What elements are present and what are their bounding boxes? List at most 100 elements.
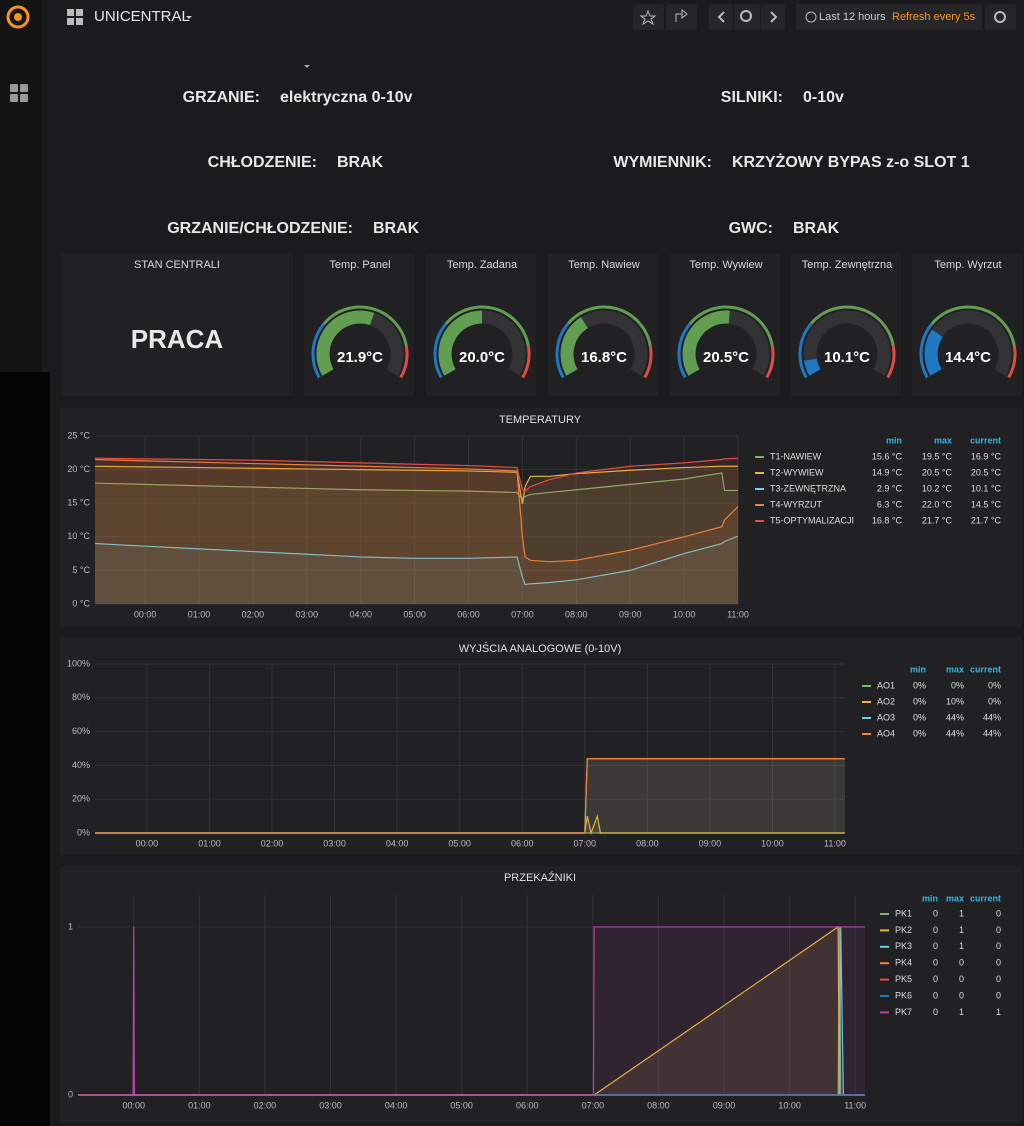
x-tick-label: 08:00 [647, 1100, 670, 1110]
legend-header: min [886, 435, 902, 445]
series-area [95, 459, 738, 604]
legend-header: current [970, 435, 1001, 445]
series-area [95, 758, 845, 833]
info-label: SILNIKI: [721, 89, 783, 106]
legend-0: 6.3 °C [877, 499, 903, 509]
refresh-interval[interactable]: Refresh every 5s [892, 11, 976, 23]
legend-0: 0 [933, 974, 938, 984]
gauge-title: Temp. Wywiew [689, 259, 762, 271]
zoom-button[interactable] [734, 4, 760, 30]
info-value: KRZYŻOWY BYPAS z-o SLOT 1 [732, 153, 970, 171]
gauge-threshold [809, 305, 895, 347]
legend-name: PK6 [895, 990, 912, 1000]
legend-1: 20.5 °C [922, 467, 953, 477]
clock-icon [805, 11, 817, 23]
info-value: 0-10v [803, 89, 844, 106]
y-tick-label: 80% [72, 692, 90, 702]
time-range[interactable]: Last 12 hours [819, 11, 886, 23]
sidebar-lower [0, 372, 50, 1126]
legend-name: PK4 [895, 958, 912, 968]
legend-2: 0 [996, 908, 1001, 918]
gauge-label: 20.5°C [703, 349, 749, 366]
x-tick-label: 05:00 [403, 609, 426, 619]
graph-panel [60, 408, 1022, 627]
x-tick-label: 10:00 [673, 609, 696, 619]
gauge-label: 10.1°C [824, 349, 870, 366]
x-tick-label: 00:00 [122, 1100, 145, 1110]
legend-name: PK2 [895, 925, 912, 935]
x-tick-label: 02:00 [254, 1100, 277, 1110]
x-tick-label: 11:00 [824, 838, 846, 848]
dashboards-icon[interactable] [10, 84, 28, 102]
gauge-title: Temp. Panel [329, 259, 390, 271]
y-tick-label: 0 [68, 1089, 73, 1099]
gauge-threshold [886, 345, 896, 379]
series-area [95, 536, 738, 604]
legend-name: PK3 [895, 941, 912, 951]
legend-1: 44% [946, 728, 964, 738]
x-tick-label: 06:00 [457, 609, 480, 619]
legend-header: max [946, 664, 964, 674]
legend-1: 0 [959, 958, 964, 968]
y-tick-label: 0 °C [72, 598, 90, 608]
x-tick-label: 06:00 [511, 838, 534, 848]
series-line [94, 465, 738, 504]
gauge-threshold [399, 345, 409, 379]
back-button[interactable] [709, 4, 733, 30]
x-tick-label: 01:00 [188, 609, 211, 619]
legend-0: 14.9 °C [872, 467, 903, 477]
series-area [95, 472, 738, 604]
legend-0: 16.8 °C [872, 515, 903, 525]
gauge-threshold [311, 322, 326, 379]
legend-1: 1 [959, 941, 964, 951]
logo[interactable] [6, 5, 30, 29]
legend-2: 44% [983, 728, 1001, 738]
dashboard-title[interactable]: UNICENTRAL [94, 8, 190, 25]
gauge-title: Temp. Wyrzut [934, 259, 1001, 271]
gauge-value [682, 310, 730, 376]
x-tick-label: 04:00 [385, 1100, 408, 1110]
legend-0: 0% [913, 728, 926, 738]
legend-2: 14.5 °C [971, 499, 1002, 509]
x-tick-label: 04:00 [386, 838, 409, 848]
legend-name: AO4 [877, 728, 895, 738]
gauge-threshold [566, 305, 652, 347]
legend-0: 15.6 °C [872, 451, 903, 461]
back-icon [717, 11, 725, 23]
x-tick-label: 11:00 [727, 609, 749, 619]
x-tick-label: 09:00 [619, 609, 642, 619]
info-label: GRZANIE: [183, 89, 260, 106]
series-line [94, 472, 738, 501]
row-caret [304, 65, 310, 68]
time-picker[interactable] [796, 4, 982, 30]
legend-1: 22.0 °C [922, 499, 953, 509]
y-tick-label: 1 [68, 921, 73, 931]
legend-0: 0 [933, 958, 938, 968]
dashboard-picker[interactable]: UNICENTRAL [67, 8, 192, 25]
graph-title: TEMPERATURY [499, 414, 582, 426]
legend-2: 0 [996, 990, 1001, 1000]
x-tick-label: 01:00 [198, 838, 221, 848]
gauge-label: 14.4°C [945, 349, 991, 366]
legend-header: current [970, 893, 1001, 903]
y-tick-label: 10 °C [67, 531, 90, 541]
legend-2: 20.5 °C [971, 467, 1002, 477]
refresh-button[interactable] [985, 4, 1016, 30]
logo-core [14, 13, 22, 21]
gauge-threshold [643, 345, 653, 379]
star-button[interactable] [633, 4, 664, 30]
status-panel [61, 254, 293, 396]
y-tick-label: 100% [67, 658, 90, 668]
x-tick-label: 06:00 [516, 1100, 539, 1110]
star-icon [639, 9, 657, 26]
legend-2: 0% [988, 680, 1001, 690]
forward-button[interactable] [761, 4, 785, 30]
gauge-title: Temp. Nawiew [568, 259, 640, 271]
gauge-threshold [1007, 345, 1017, 379]
info-value: BRAK [793, 220, 840, 237]
x-tick-label: 01:00 [188, 1100, 211, 1110]
legend-header: current [970, 664, 1001, 674]
legend-name: AO2 [877, 696, 895, 706]
x-tick-label: 09:00 [713, 1100, 736, 1110]
